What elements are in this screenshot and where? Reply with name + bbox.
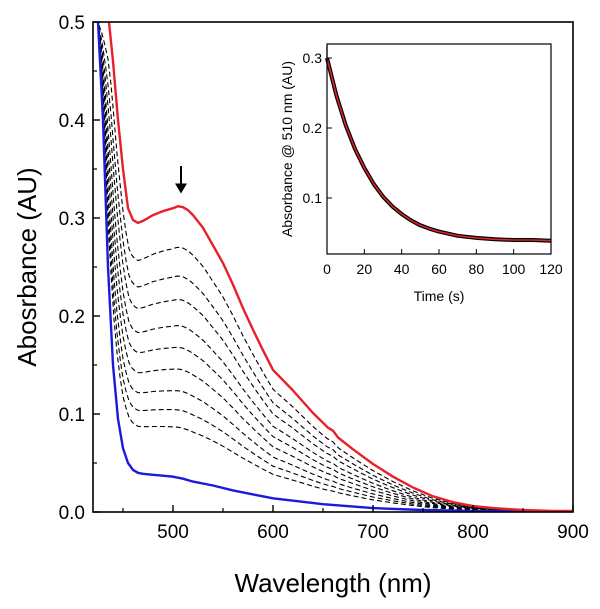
- series-line-intermediate-9: [98, 37, 573, 512]
- x-tick-label: 900: [557, 522, 589, 543]
- y-tick-label: 0.2: [59, 307, 85, 328]
- arrow-head: [175, 183, 187, 194]
- inset-axis-ticks: 0 20 40 60 80 100 120 0.1 0.2 0.3: [303, 50, 563, 277]
- x-tick-label: 600: [257, 522, 289, 543]
- series-line-initial: [107, 22, 573, 512]
- y-tick-label: 0.5: [59, 13, 85, 34]
- inset-y-tick-label: 0.1: [303, 190, 323, 206]
- inset-background: [327, 44, 551, 254]
- inset-x-tick-label: 20: [357, 261, 373, 277]
- x-tick-label: 700: [357, 522, 389, 543]
- inset-kinetics-chart: 0 20 40 60 80 100 120 0.1 0.2 0.3 Time (s) Absorb…: [279, 43, 563, 304]
- series-line-intermediate-7: [98, 35, 573, 512]
- series-line-intermediate-2: [98, 26, 573, 512]
- y-tick-label: 0.3: [59, 209, 85, 230]
- inset-x-tick-label: 0: [323, 261, 331, 277]
- series-line-intermediate-8: [98, 36, 573, 512]
- decrease-arrow: [175, 166, 187, 194]
- y-tick-label: 0.0: [59, 503, 85, 524]
- main-x-axis-label: Wavelength (nm): [235, 568, 432, 598]
- series-line-intermediate-4: [98, 30, 573, 512]
- y-tick-label: 0.4: [59, 111, 86, 132]
- inset-x-tick-label: 80: [469, 261, 485, 277]
- series-line-intermediate-5: [98, 32, 573, 512]
- inset-x-tick-label: 120: [539, 261, 563, 277]
- inset-x-tick-label: 100: [502, 261, 526, 277]
- inset-x-axis-label: Time (s): [414, 288, 465, 304]
- y-tick-label: 0.1: [59, 405, 85, 426]
- inset-x-tick-label: 60: [431, 261, 447, 277]
- inset-y-axis-label: Absorbance @ 510 nm (AU): [279, 61, 295, 237]
- x-tick-label: 800: [457, 522, 489, 543]
- inset-y-tick-label: 0.2: [303, 120, 323, 136]
- main-y-axis-label: Abosrbance (AU): [12, 167, 42, 366]
- inset-x-tick-label: 40: [394, 261, 410, 277]
- inset-y-tick-label: 0.3: [303, 50, 323, 66]
- series-line-intermediate-6: [98, 33, 573, 512]
- x-tick-label: 500: [157, 522, 189, 543]
- inset-series-exponential-fit: [326, 57, 552, 242]
